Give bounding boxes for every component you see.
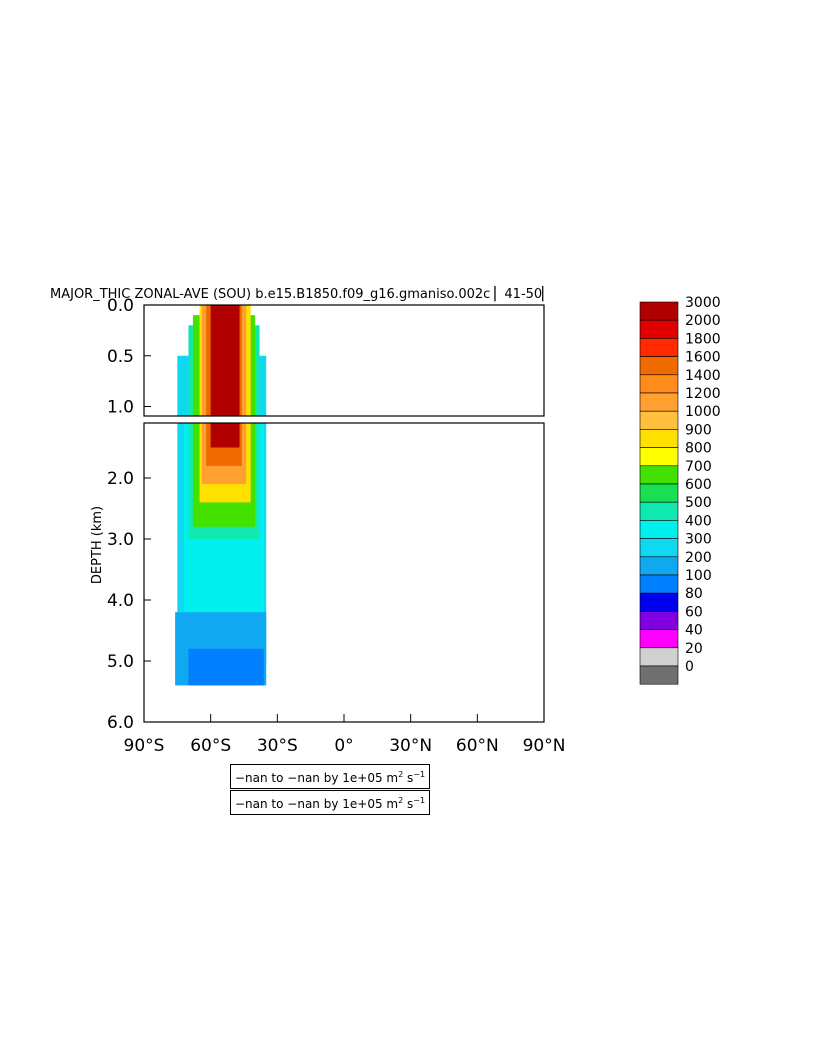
note-2-text: −nan to −nan by 1e+05 m [235,797,399,811]
colorbar: 3000200018001600140012001000900800700600… [639,295,721,685]
colorbar-swatch-0 [639,301,679,321]
x-tick-label-6: 90°N [523,736,566,756]
contour-note-2: −nan to −nan by 1e+05 m2 s−1 [230,790,431,815]
colorbar-swatch-7 [639,429,679,448]
heat-cell-7-1 [210,423,240,448]
colorbar-label-11: 500 [685,495,712,511]
chart-title: MAJOR_THIC ZONAL-AVE (SOU) b.e15.B1850.f… [50,285,552,302]
colorbar-label-9: 700 [685,459,712,475]
colorbar-swatch-16 [639,592,679,612]
colorbar-label-14: 200 [685,550,712,566]
colorbar-swatch-17 [639,611,679,630]
colorbar-label-16: 80 [685,586,703,602]
colorbar-label-6: 1000 [685,404,721,420]
colorbar-label-17: 60 [685,604,703,620]
colorbar-label-19: 20 [685,641,703,657]
x-tick-label-2: 30°S [257,736,298,756]
colorbar-swatch-2 [639,338,679,357]
colorbar-label-4: 1400 [685,368,721,384]
colorbar-swatch-18 [639,629,679,649]
heat-cell-7-0 [210,305,240,416]
upper-y-tick-label-1: 0.5 [107,347,134,367]
colorbar-label-13: 300 [685,532,712,548]
colorbar-label-3: 1600 [685,350,721,366]
y-axis-label: DEPTH (km) [90,506,105,584]
upper-y-tick-label-2: 1.0 [107,398,134,418]
x-tick-label-0: 90°S [124,736,165,756]
note-1-mid: s [403,771,414,785]
colorbar-swatch-4 [639,374,679,394]
colorbar-label-18: 40 [685,623,703,639]
lower-y-tick-label-3: 5.0 [107,652,134,672]
upper-panel-frame [143,304,545,417]
colorbar-swatch-1 [639,319,679,339]
note-2-sup2: −1 [413,796,426,805]
lower-y-tick-label-1: 3.0 [107,530,134,550]
colorbar-swatch-5 [639,392,679,412]
colorbar-swatch-9 [639,465,679,485]
colorbar-swatch-3 [639,356,679,376]
colorbar-swatch-15 [639,574,679,594]
note-2-sup1: 2 [398,796,404,805]
colorbar-label-10: 600 [685,477,712,493]
colorbar-label-0: 3000 [685,295,721,311]
note-1-sup2: −1 [413,770,426,779]
colorbar-swatch-19 [639,647,679,667]
colorbar-label-12: 400 [685,513,712,529]
x-tick-label-4: 30°N [389,736,432,756]
colorbar-swatch-20 [639,665,679,685]
axis-ticks: 90°S 60°S 30°S 0° 30°N 60°N 90°N 0.0 0.5 1.0 2.0 3.… [107,296,565,756]
note-1-sup1: 2 [398,770,404,779]
x-tick-label-3: 0° [334,736,353,756]
colorbar-label-8: 800 [685,441,712,457]
colorbar-swatch-8 [639,447,679,467]
note-1-text: −nan to −nan by 1e+05 m [235,771,399,785]
x-tick-label-1: 60°S [190,736,231,756]
colorbar-swatch-12 [639,520,679,539]
colorbar-label-1: 2000 [685,313,721,329]
colorbar-swatch-6 [639,410,679,430]
x-tick-label-5: 60°N [456,736,499,756]
colorbar-swatch-11 [639,501,679,521]
heat-cell-9-0 [188,648,264,686]
colorbar-label-5: 1200 [685,386,721,402]
colorbar-label-15: 100 [685,568,712,584]
colorbar-swatch-10 [639,483,679,503]
colorbar-label-20: 0 [685,659,694,675]
lower-y-tick-label-0: 2.0 [107,469,134,489]
contour-note-1: −nan to −nan by 1e+05 m2 s−1 [230,764,431,789]
upper-y-tick-label-0: 0.0 [107,296,134,316]
heatmap-cells [175,305,267,686]
colorbar-swatch-14 [639,556,679,576]
lower-y-tick-label-4: 6.0 [107,713,134,733]
colorbar-label-7: 900 [685,422,712,438]
note-2-mid: s [403,797,414,811]
colorbar-label-2: 1800 [685,331,721,347]
colorbar-swatch-13 [639,538,679,558]
lower-y-tick-label-2: 4.0 [107,591,134,611]
